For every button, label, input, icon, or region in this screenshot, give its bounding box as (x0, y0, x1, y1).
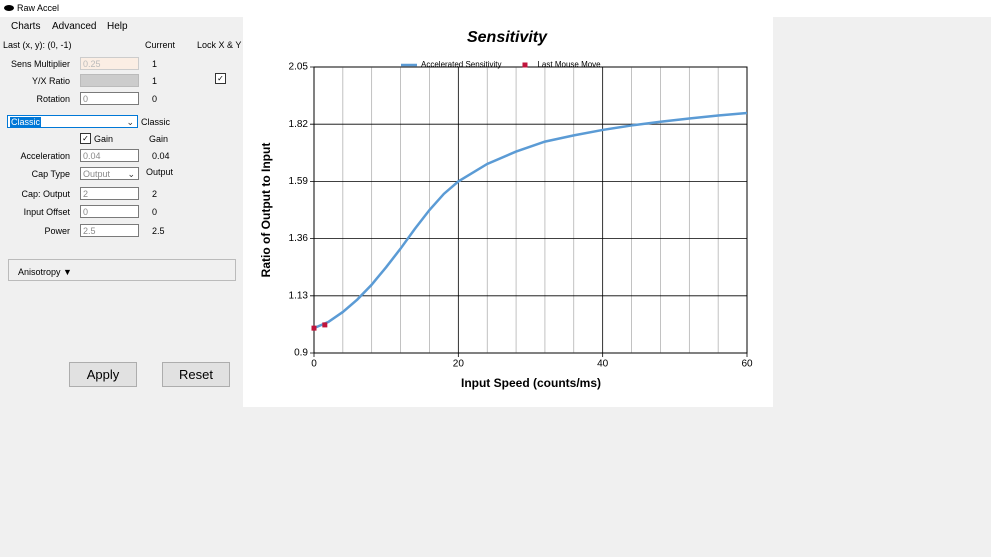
text-input[interactable]: 0 (80, 92, 139, 105)
field-label: Cap: Output (21, 189, 70, 199)
mode-dropdown[interactable]: Classic ⌄ (7, 115, 138, 128)
sensitivity-curve (313, 111, 748, 330)
title-bar: Raw Accel (0, 0, 991, 17)
current-header: Current (145, 40, 176, 50)
current-value: 1 (152, 76, 158, 86)
text-input[interactable] (80, 74, 139, 87)
menu-bar: Charts Advanced Help (0, 17, 243, 35)
text-input[interactable]: 0 (80, 205, 139, 218)
menu-item: Advanced (52, 21, 97, 32)
field-label: Sens Multiplier (10, 59, 70, 69)
mode-selected: Classic (10, 117, 42, 127)
current-value: 2 (152, 189, 158, 199)
y-tick-label: 1.13 (289, 290, 309, 301)
y-tick-label: 2.05 (289, 62, 309, 73)
y-tick-label: 0.9 (294, 348, 308, 359)
current-value: Output (146, 167, 174, 177)
field-label: Y/X Ratio (31, 76, 70, 86)
gain-current: Gain (149, 134, 169, 144)
text-input[interactable]: 2 (80, 187, 139, 200)
lock-label: Lock X & Y (197, 40, 242, 50)
mode-current: Classic (141, 117, 171, 127)
y-tick-label: 1.59 (289, 176, 309, 187)
text-input[interactable]: 0.04 (80, 149, 139, 162)
current-value: 0.04 (152, 151, 170, 161)
current-value: 2.5 (152, 226, 165, 236)
y-tick-label: 1.82 (289, 119, 309, 130)
app-icon (4, 5, 14, 11)
current-value: 1 (152, 59, 158, 69)
y-axis-label: Ratio of Output to Input (259, 143, 273, 278)
last-move: Last (x, y): (0, -1) (3, 40, 72, 50)
current-value: 0 (152, 94, 158, 104)
current-value: 0 (152, 207, 158, 217)
x-tick-label: 40 (597, 359, 609, 370)
field-label: Cap Type (31, 169, 70, 179)
x-tick-label: 20 (453, 359, 465, 370)
reset-button[interactable]: Reset (162, 362, 230, 387)
field-label: Power (44, 226, 70, 236)
x-axis-label: Input Speed (counts/ms) (461, 376, 601, 390)
gain-checkbox[interactable]: ✓ (80, 133, 91, 144)
field-label: Acceleration (20, 151, 70, 161)
chart: Sensitivity Input Speed (counts/ms) Rati… (243, 17, 773, 407)
legend-label: Accelerated Sensitivity (421, 60, 501, 69)
text-input[interactable]: 0.25 (80, 57, 139, 70)
chart-title: Sensitivity (467, 29, 548, 46)
plot-area (313, 66, 748, 354)
lock-checkbox[interactable]: ✓ (215, 73, 226, 84)
field-label: Input Offset (23, 207, 70, 217)
text-input[interactable]: 2.5 (80, 224, 139, 237)
window-title: Raw Accel (17, 3, 60, 13)
menu-item: Charts (11, 21, 41, 32)
legend-label: Last Mouse Move (537, 60, 601, 69)
anisotropy-toggle[interactable]: Anisotropy ▼ (8, 259, 236, 281)
field-label: Rotation (36, 94, 70, 104)
legend-swatch (522, 62, 528, 68)
mouse-move-point (311, 325, 317, 331)
gain-label: Gain (94, 134, 114, 144)
y-tick-label: 1.36 (289, 233, 309, 244)
x-tick-label: 60 (741, 359, 753, 370)
menu-item: Help (107, 21, 128, 32)
x-tick-label: 0 (311, 359, 317, 370)
mouse-move-point (322, 322, 328, 328)
dropdown[interactable]: Output ⌄ (80, 167, 139, 180)
apply-button[interactable]: Apply (69, 362, 137, 387)
